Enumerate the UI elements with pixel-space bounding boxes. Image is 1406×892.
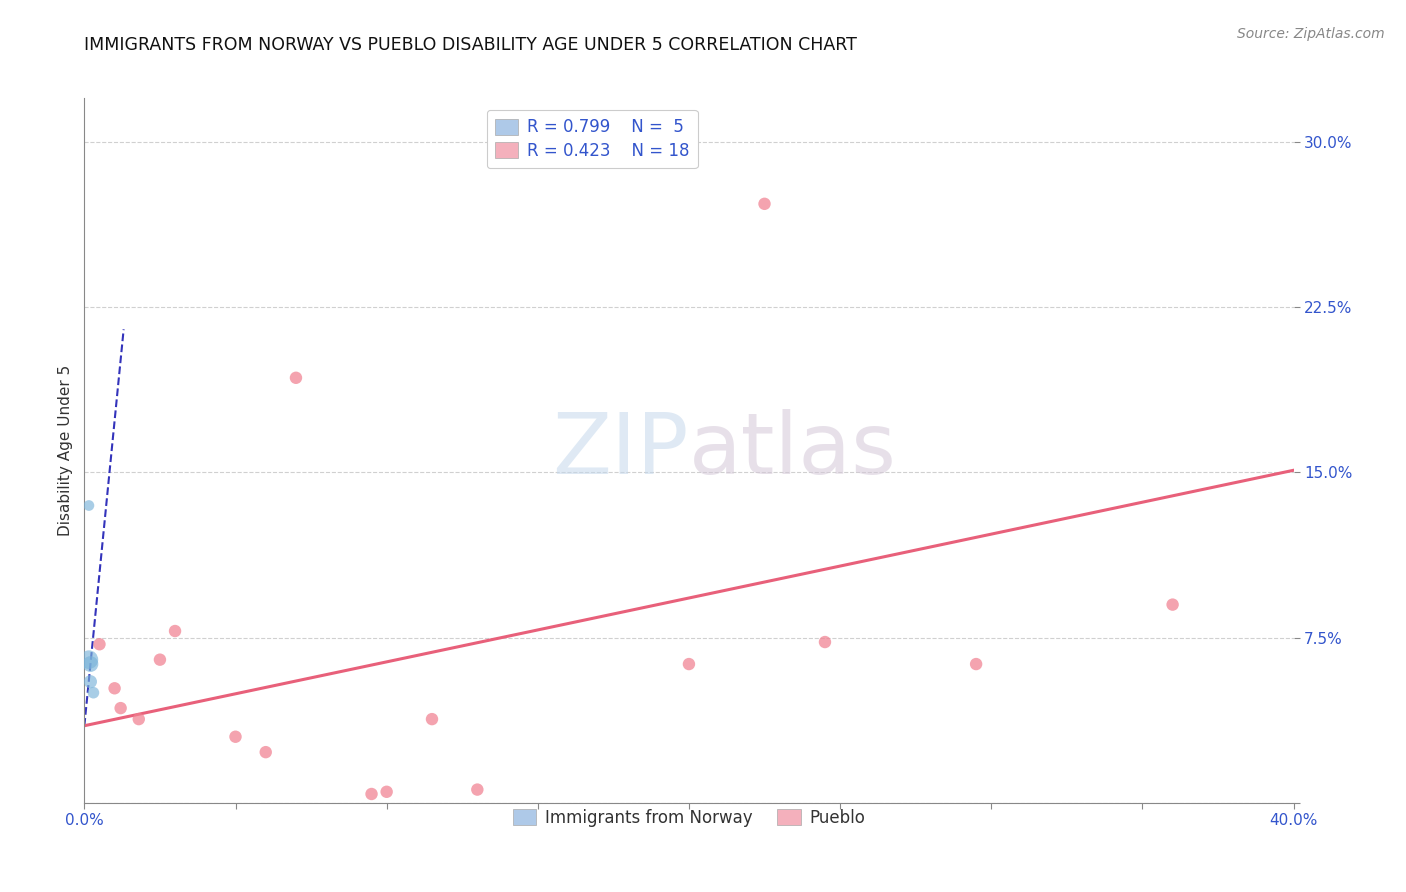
Point — [89, 637, 111, 651]
Point — [128, 712, 150, 726]
Point — [149, 653, 172, 667]
Point — [77, 499, 100, 513]
Text: atlas: atlas — [689, 409, 897, 492]
Y-axis label: Disability Age Under 5: Disability Age Under 5 — [58, 365, 73, 536]
Point — [79, 674, 101, 689]
Point — [467, 782, 489, 797]
Point — [678, 657, 700, 671]
Point — [77, 653, 100, 667]
Legend: Immigrants from Norway, Pueblo: Immigrants from Norway, Pueblo — [506, 802, 872, 833]
Point — [375, 785, 398, 799]
Point — [82, 686, 104, 700]
Point — [285, 371, 308, 385]
Text: Source: ZipAtlas.com: Source: ZipAtlas.com — [1237, 27, 1385, 41]
Point — [104, 681, 127, 696]
Point — [254, 745, 277, 759]
Point — [420, 712, 443, 726]
Text: ZIP: ZIP — [553, 409, 689, 492]
Point — [360, 787, 382, 801]
Point — [965, 657, 987, 671]
Point — [110, 701, 132, 715]
Text: IMMIGRANTS FROM NORWAY VS PUEBLO DISABILITY AGE UNDER 5 CORRELATION CHART: IMMIGRANTS FROM NORWAY VS PUEBLO DISABIL… — [84, 36, 858, 54]
Point — [814, 635, 837, 649]
Point — [754, 197, 776, 211]
Point — [165, 624, 187, 638]
Point — [79, 657, 101, 671]
Point — [1161, 598, 1184, 612]
Point — [225, 730, 247, 744]
